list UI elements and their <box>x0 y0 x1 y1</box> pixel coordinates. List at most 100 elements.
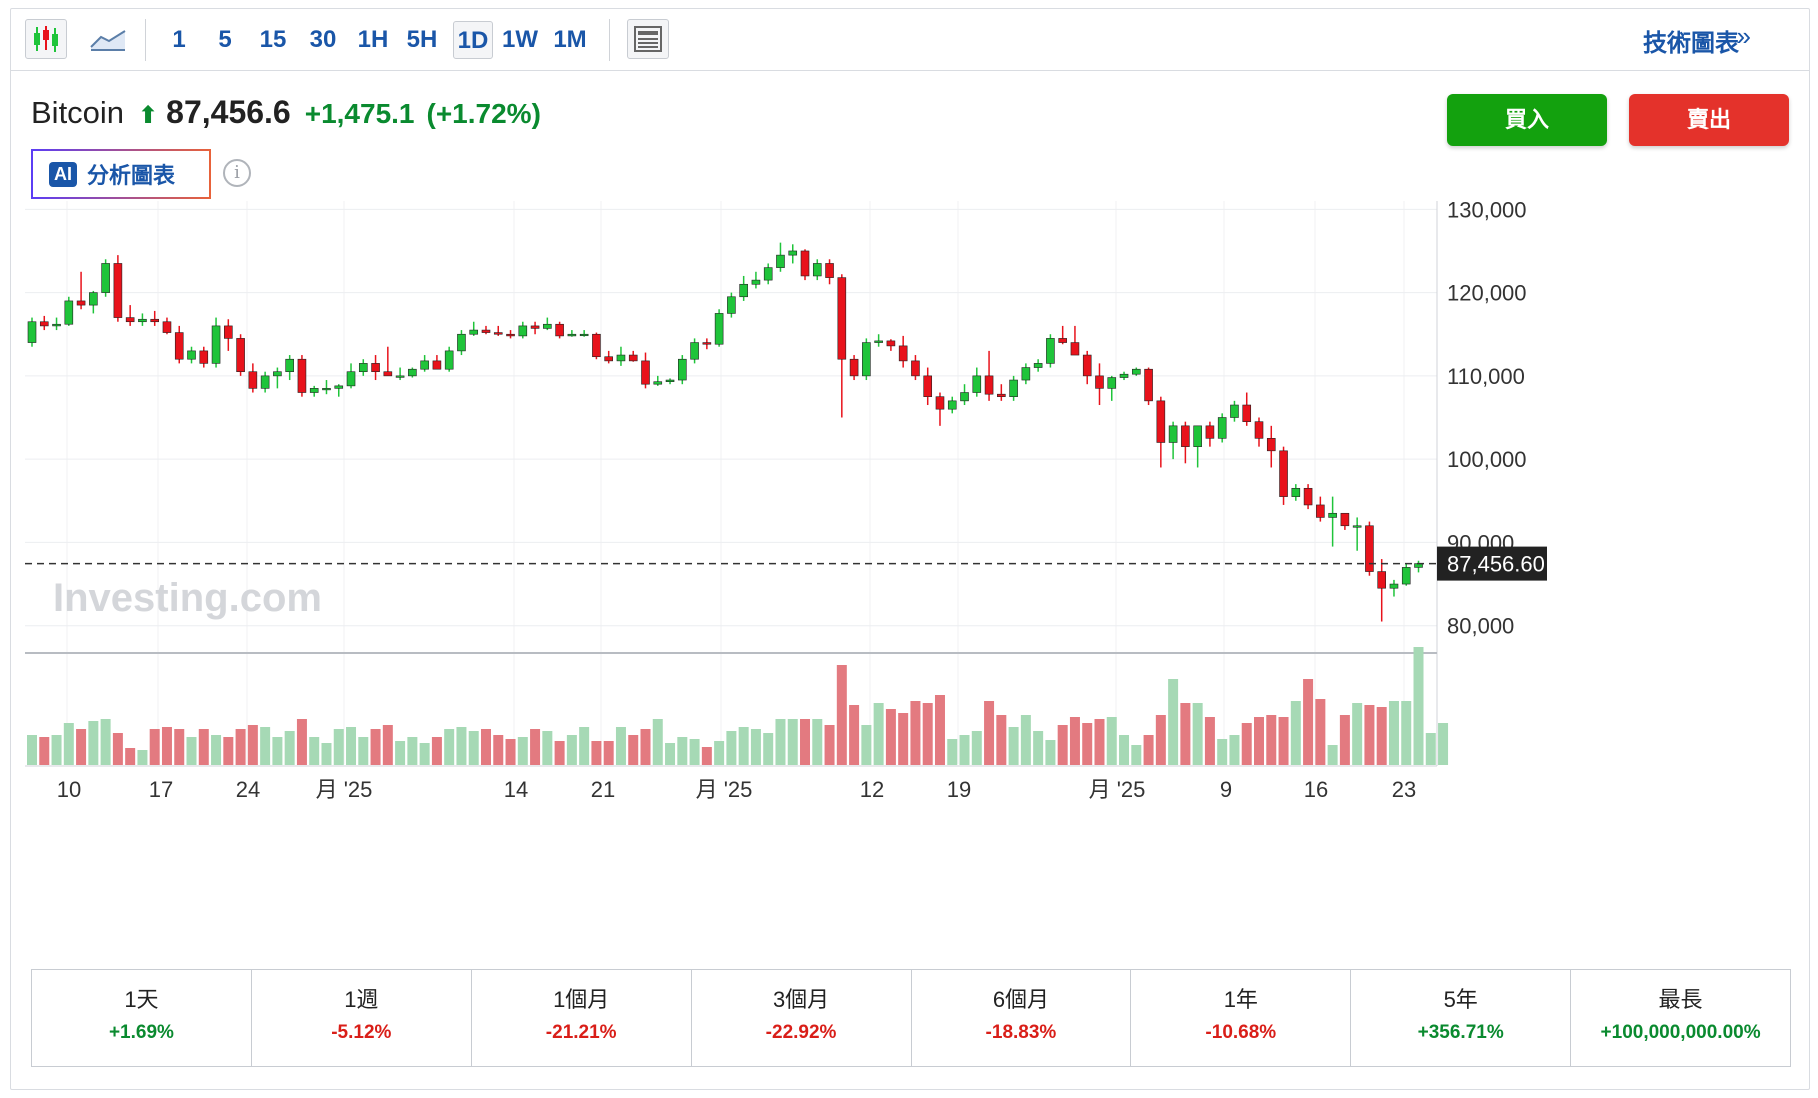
candle-body <box>849 358 859 377</box>
volume-bar <box>174 729 185 765</box>
candle-body <box>665 379 675 383</box>
candle-body <box>886 340 896 347</box>
x-tick-label: 19 <box>947 777 971 802</box>
sell-button[interactable]: 賣出 <box>1629 94 1789 146</box>
timeframe-5[interactable]: 5 <box>218 26 232 53</box>
volume-bar <box>63 723 74 765</box>
volume-bar <box>27 735 37 765</box>
candle-body <box>984 375 994 395</box>
x-tick-label: 12 <box>860 777 884 802</box>
performance-cell[interactable]: 6個月 -18.83% <box>912 970 1132 1066</box>
candle-body <box>567 333 577 337</box>
performance-value: +1.69% <box>108 1022 174 1043</box>
up-arrow-icon: ⬆ <box>138 102 159 129</box>
x-tick-label: 月 '25 <box>696 777 753 802</box>
candle-body <box>1242 404 1252 422</box>
volume-bar <box>1352 703 1363 765</box>
performance-cell[interactable]: 1週 -5.12% <box>252 970 472 1066</box>
candlestick-icon[interactable] <box>25 19 67 59</box>
performance-period: 1天 <box>124 987 159 1012</box>
timeframe-1h[interactable]: 1H <box>357 26 389 53</box>
x-tick-label: 9 <box>1220 777 1232 802</box>
candle-body <box>812 263 822 277</box>
performance-period: 1週 <box>344 987 379 1012</box>
buy-button[interactable]: 買入 <box>1447 94 1607 146</box>
volume-bar <box>247 725 258 765</box>
candle-body <box>248 371 258 389</box>
volume-bar <box>419 743 430 765</box>
volume-bar <box>1168 679 1179 765</box>
performance-cell[interactable]: 3個月 -22.92% <box>692 970 912 1066</box>
volume-bar <box>88 721 99 765</box>
candle-body <box>260 375 270 389</box>
candle-body <box>371 363 380 373</box>
y-tick-label: 130,000 <box>1447 197 1527 222</box>
performance-period: 6個月 <box>992 987 1050 1012</box>
volume-bar <box>1033 731 1044 765</box>
x-tick-label: 21 <box>591 777 615 802</box>
volume-bar <box>370 729 381 765</box>
last-price-label: 87,456.60 <box>1447 552 1545 577</box>
candle-body <box>64 300 74 325</box>
candle-body <box>322 388 331 391</box>
price-chart[interactable]: 130,000120,000110,000100,00090,00080,000… <box>11 9 1809 949</box>
candle-body <box>420 360 429 370</box>
volume-bar <box>1119 735 1130 765</box>
candle-body <box>1119 373 1129 378</box>
news-layout-icon[interactable] <box>627 19 669 59</box>
candle-body <box>776 254 785 268</box>
performance-cell[interactable]: 最長 +100,000,000.00% <box>1571 970 1790 1066</box>
candle-body <box>408 368 417 377</box>
timeframe-30[interactable]: 30 <box>309 26 337 53</box>
performance-cell[interactable]: 1天 +1.69% <box>32 970 252 1066</box>
candle-body <box>273 371 282 377</box>
timeframe-1w[interactable]: 1W <box>502 26 538 53</box>
volume-bar <box>738 727 749 765</box>
x-tick-label: 23 <box>1392 777 1416 802</box>
timeframe-1d[interactable]: 1D <box>453 21 493 59</box>
candle-body <box>1217 417 1227 439</box>
volume-bar <box>714 741 725 765</box>
volume-bar <box>468 731 479 765</box>
candle-body <box>960 392 969 402</box>
area-line-icon[interactable] <box>87 19 129 59</box>
performance-value: -18.83% <box>985 1022 1057 1043</box>
ai-analysis-button[interactable]: AI 分析圖表 <box>31 149 211 199</box>
volume-bar <box>161 727 172 765</box>
timeframe-5h[interactable]: 5H <box>406 26 438 53</box>
candle-body <box>1046 338 1055 364</box>
candle-body <box>678 358 687 381</box>
performance-cell[interactable]: 5年 +356.71% <box>1351 970 1572 1066</box>
x-tick-label: 14 <box>504 777 528 802</box>
volume-bar <box>1106 717 1117 765</box>
volume-bar <box>1376 707 1387 765</box>
technical-chart-link[interactable]: 技術圖表 <box>1643 30 1739 57</box>
candle-body <box>174 332 184 360</box>
performance-cell[interactable]: 1年 -10.68% <box>1131 970 1352 1066</box>
volume-bar <box>51 735 62 765</box>
volume-bar <box>1388 701 1399 765</box>
volume-bar <box>959 735 970 765</box>
toolbar-divider <box>609 19 610 61</box>
performance-cell[interactable]: 1個月 -21.21% <box>472 970 692 1066</box>
timeframe-15[interactable]: 15 <box>259 26 287 53</box>
info-icon[interactable]: i <box>223 159 251 187</box>
volume-bar <box>603 741 614 765</box>
candle-body <box>493 332 503 335</box>
candle-body <box>432 360 442 370</box>
candle-body <box>457 333 466 352</box>
candle-body <box>469 329 479 335</box>
volume-bar <box>186 737 197 765</box>
x-tick-label: 17 <box>149 777 173 802</box>
candle-body <box>39 321 49 327</box>
candle-body <box>162 321 172 333</box>
candle-body <box>555 323 564 337</box>
volume-bar <box>996 715 1007 765</box>
candle-body <box>837 277 847 360</box>
timeframe-1[interactable]: 1 <box>172 26 186 53</box>
volume-bar <box>665 743 676 765</box>
candle-body <box>138 318 147 323</box>
candle-body <box>800 250 810 277</box>
timeframe-1m[interactable]: 1M <box>553 26 587 53</box>
chevron-right-icon[interactable]: » <box>1736 21 1751 51</box>
